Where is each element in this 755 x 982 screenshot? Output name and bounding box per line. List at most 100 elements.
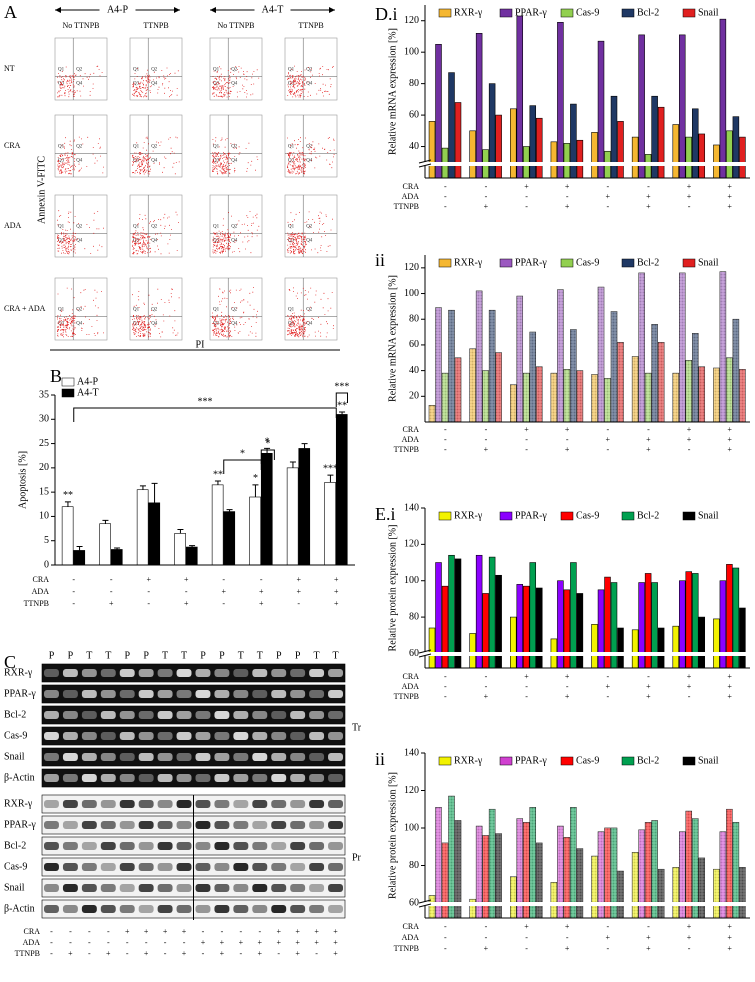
treatment-name: CRA: [403, 425, 420, 434]
treatment-sign: +: [687, 182, 692, 191]
blot-band: [195, 774, 211, 782]
treatment-sign: +: [646, 944, 651, 953]
bar: [136, 489, 149, 566]
blot-band: [62, 884, 78, 892]
treatment-sign: +: [727, 672, 732, 681]
treatment-sign: +: [646, 933, 651, 942]
treatment-sign: -: [69, 927, 72, 936]
bar-pattern: [469, 899, 476, 918]
treatment-name: TTNPB: [15, 949, 40, 958]
treatment-name: ADA: [32, 587, 50, 596]
bar-pattern: [523, 373, 530, 422]
legend-label: PPAR-γ: [515, 755, 547, 766]
blot-band: [157, 905, 173, 913]
treatment-sign: +: [687, 672, 692, 681]
bar: [726, 130, 733, 179]
lane-label: P: [200, 650, 206, 661]
blot-band: [157, 884, 173, 892]
blot-band: [214, 711, 230, 719]
bar: [713, 618, 720, 669]
facs-dots: [212, 287, 258, 338]
legend-label: Bcl-2: [637, 7, 659, 18]
blot-band: [309, 774, 325, 782]
treatment-sign: +: [524, 922, 529, 931]
treatment-sign: +: [687, 435, 692, 444]
bar: [597, 589, 605, 669]
legend-swatch: [438, 511, 452, 521]
blot-band: [62, 842, 78, 850]
bar: [99, 523, 111, 566]
significance: **: [63, 490, 73, 501]
quadrant-label: Q2: [76, 145, 83, 150]
blot-band: [44, 842, 59, 850]
treatment-sign: -: [202, 927, 205, 936]
blot-group-label: Pr: [352, 852, 362, 863]
bracket-label: ***: [334, 381, 349, 392]
bar: [557, 21, 564, 179]
quadrant-label: Q4: [306, 239, 313, 244]
treatment-sign: -: [444, 425, 447, 434]
quadrant-label: Q3: [213, 322, 220, 327]
blot-band: [233, 905, 249, 913]
bar: [698, 133, 706, 179]
bar: [469, 130, 476, 179]
y-tick-label: 35: [39, 389, 49, 400]
treatment-sign: -: [444, 435, 447, 444]
bar: [174, 533, 186, 566]
treatment-sign: +: [687, 682, 692, 691]
blot-band: [290, 800, 306, 808]
treatment-sign: +: [727, 192, 732, 201]
treatment-sign: +: [524, 182, 529, 191]
y-axis-label: Annexin V-FITC: [36, 156, 47, 224]
bar-pattern: [645, 822, 652, 918]
blot-band: [119, 711, 135, 719]
blot-band: [290, 884, 306, 892]
bar-pattern: [489, 310, 496, 422]
blot-band: [157, 842, 173, 850]
bar-pattern: [448, 796, 455, 918]
blot-band: [176, 863, 192, 871]
blot-band: [328, 774, 343, 782]
treatment-sign: +: [259, 599, 264, 608]
treatment-sign: +: [334, 587, 339, 596]
bar-pattern: [598, 831, 604, 918]
legend-label: Cas-9: [576, 7, 599, 18]
treatment-sign: -: [88, 949, 91, 958]
treatment-sign: -: [260, 575, 263, 584]
facs-dots: [287, 211, 333, 255]
treatment-sign: -: [444, 182, 447, 191]
facs-plot: [209, 37, 263, 101]
bar-pattern: [617, 871, 624, 918]
treatment-sign: +: [646, 445, 651, 454]
blot-band: [309, 690, 325, 698]
legend-swatch: [682, 756, 696, 766]
significance: *: [253, 473, 258, 484]
treatment-name: TTNPB: [394, 445, 419, 454]
bar: [719, 18, 727, 179]
treatment-sign: +: [565, 425, 570, 434]
bar: [570, 103, 577, 179]
axis-break: [419, 162, 750, 166]
treatment-sign: +: [606, 192, 611, 201]
facs-dots: [212, 137, 259, 175]
treatment-sign: -: [647, 672, 650, 681]
blot-band: [290, 774, 306, 782]
quadrant-label: Q3: [288, 159, 295, 164]
blot-band: [252, 905, 268, 913]
blot-band: [81, 774, 97, 782]
bar-pattern: [611, 828, 617, 918]
blot-band: [271, 753, 287, 761]
blot-band: [62, 774, 78, 782]
legend-swatch: [438, 258, 452, 268]
bar-pattern: [672, 373, 679, 422]
blot-band: [290, 905, 306, 913]
legend-swatch: [621, 8, 635, 18]
bar-pattern: [632, 852, 639, 918]
bar-pattern: [510, 384, 517, 422]
lane-label: P: [124, 650, 130, 661]
treatment-sign: -: [647, 425, 650, 434]
treatment-sign: +: [182, 927, 187, 936]
treatment-sign: +: [565, 202, 570, 211]
quadrant-label: Q2: [231, 308, 238, 313]
bar: [495, 114, 502, 179]
